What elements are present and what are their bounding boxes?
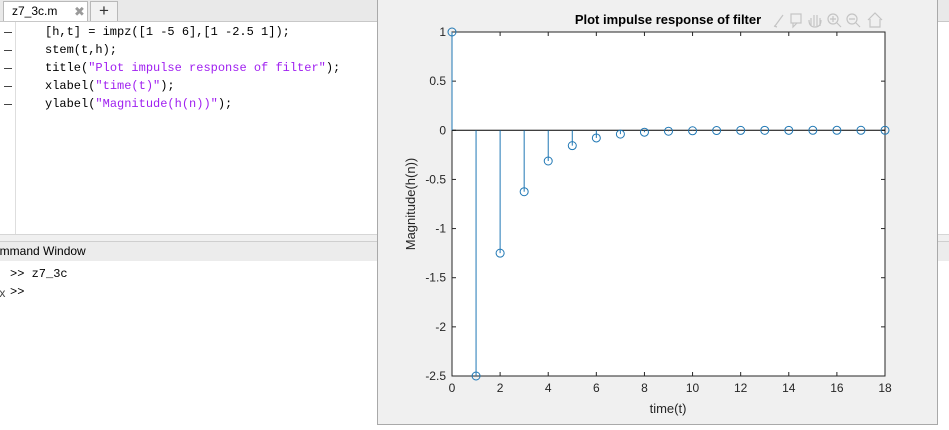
stem-marker — [543, 156, 553, 166]
tab-z7-3c[interactable]: z7_3c.m ✖ — [3, 1, 88, 21]
stem-marker — [615, 129, 625, 139]
y-tick-label: -0.5 — [425, 172, 446, 186]
stem-marker — [808, 125, 818, 135]
axes-toolbar — [773, 12, 883, 29]
command-window-title: ommand Window — [0, 244, 86, 258]
axes-box — [451, 31, 886, 377]
stem-marker — [471, 371, 481, 381]
editor-gutter — [0, 22, 16, 234]
home-icon[interactable] — [867, 12, 883, 28]
x-tick-label: 10 — [686, 381, 700, 395]
x-tick-label: 2 — [497, 381, 504, 395]
code-line-5[interactable]: ylabel("Magnitude(h(n))"); — [45, 97, 233, 111]
stem-marker — [784, 125, 794, 135]
y-axis-label: Magnitude(h(n)) — [403, 158, 418, 251]
stem-marker — [567, 141, 577, 151]
chart-title: Plot impulse response of filter — [575, 12, 761, 27]
stem-marker — [495, 248, 505, 258]
add-tab-button[interactable]: + — [90, 1, 118, 21]
stem-marker — [519, 187, 529, 197]
y-tick-label: -1.5 — [425, 271, 446, 285]
data-tip-icon[interactable] — [790, 13, 802, 29]
code-line-2[interactable]: stem(t,h); — [45, 43, 118, 57]
x-tick-label: 14 — [782, 381, 796, 395]
breakpoint-marker[interactable] — [4, 50, 12, 51]
code-line-4[interactable]: xlabel("time(t)"); — [45, 79, 175, 93]
y-tick-label: -1 — [435, 222, 446, 236]
stem-marker — [712, 126, 722, 136]
tab-label: z7_3c.m — [12, 4, 58, 18]
x-tick-label: 4 — [545, 381, 552, 395]
figure-window: Plot impulse response of filter time(t) … — [377, 0, 938, 425]
breakpoint-marker[interactable] — [4, 104, 12, 105]
x-tick-label: 8 — [641, 381, 648, 395]
stem-marker — [760, 125, 770, 135]
stem-marker — [832, 125, 842, 135]
y-tick-label: 0 — [439, 123, 446, 137]
stem-marker — [664, 126, 673, 136]
impulse-response-chart: Plot impulse response of filter time(t) … — [403, 12, 892, 416]
stem-marker — [447, 27, 457, 37]
pan-icon[interactable] — [808, 15, 822, 28]
stem-marker — [736, 125, 746, 135]
code-line-1[interactable]: [h,t] = impz([1 -5 6],[1 -2.5 1]); — [45, 25, 290, 39]
zoom-in-icon[interactable] — [827, 13, 842, 28]
breakpoint-marker[interactable] — [4, 68, 12, 69]
command-prompt[interactable]: >> — [10, 285, 25, 299]
stem-marker — [591, 133, 601, 143]
breakpoint-marker[interactable] — [4, 32, 12, 33]
y-tick-label: -2.5 — [425, 369, 446, 383]
x-tick-label: 6 — [593, 381, 600, 395]
x-tick-label: 18 — [878, 381, 892, 395]
y-tick-label: -2 — [435, 320, 446, 334]
x-axis-label: time(t) — [650, 401, 687, 416]
stem-marker — [856, 125, 866, 135]
x-tick-label: 12 — [734, 381, 748, 395]
y-tick-label: 1 — [439, 25, 446, 39]
x-tick-label: 16 — [830, 381, 844, 395]
code-line-3[interactable]: title("Plot impulse response of filter")… — [45, 61, 341, 75]
breakpoint-marker[interactable] — [4, 86, 12, 87]
x-tick-label: 0 — [449, 381, 456, 395]
stem-marker — [880, 125, 890, 135]
fx-icon[interactable]: fx — [0, 286, 6, 300]
command-history-line: >> z7_3c — [10, 267, 68, 281]
brush-icon[interactable] — [773, 14, 784, 28]
y-tick-label: 0.5 — [429, 74, 446, 88]
zoom-out-icon[interactable] — [846, 13, 861, 28]
close-tab-icon[interactable]: ✖ — [74, 4, 85, 19]
stem-marker — [639, 127, 649, 137]
stem-marker — [688, 126, 698, 136]
